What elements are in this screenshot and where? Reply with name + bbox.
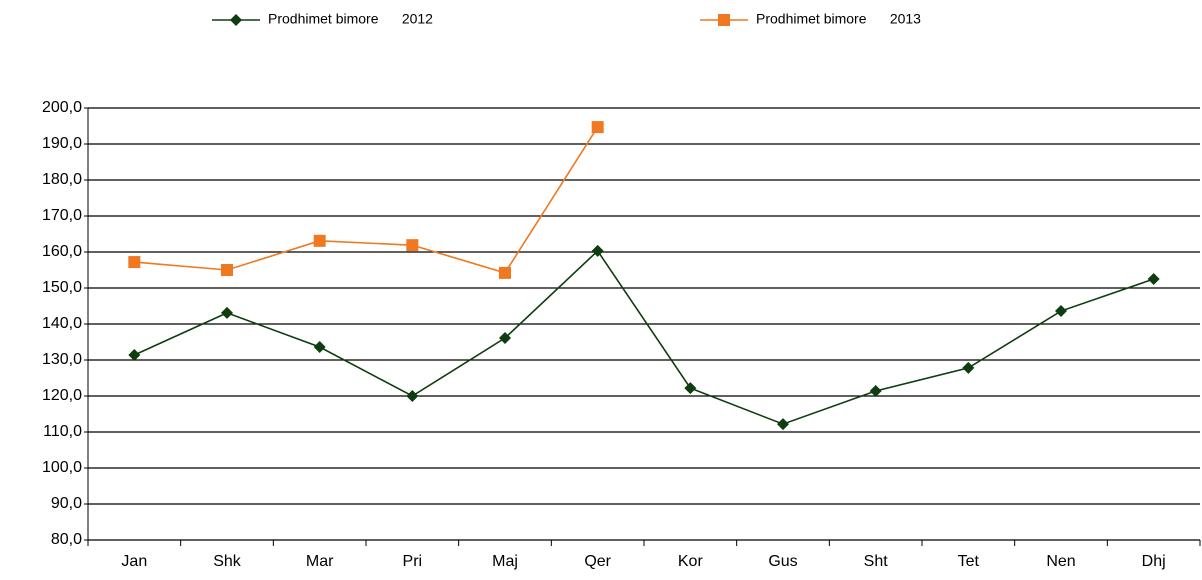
point — [591, 244, 604, 257]
point — [1147, 273, 1160, 285]
point — [499, 266, 511, 279]
y-tick-label: 150,0 — [42, 279, 82, 296]
point — [128, 256, 141, 269]
y-tick-label: 120,0 — [42, 387, 82, 404]
point — [406, 390, 419, 402]
y-tick-label: 80,0 — [51, 531, 82, 548]
point — [869, 384, 882, 397]
point — [313, 341, 326, 354]
x-tick-label: Gus — [768, 553, 797, 570]
y-tick-label: 190,0 — [42, 135, 82, 152]
point — [499, 332, 511, 345]
legend-label: Prodhimet bimore 2013 — [756, 11, 921, 27]
point — [313, 234, 326, 247]
x-tick-label: Sht — [864, 553, 889, 570]
x-tick-label: Shk — [213, 553, 242, 570]
point — [1055, 305, 1067, 318]
y-tick-label: 170,0 — [42, 207, 82, 224]
y-tick-label: 160,0 — [42, 243, 82, 260]
point — [591, 121, 604, 134]
series-line — [134, 249, 1154, 425]
y-tick-label: 110,0 — [43, 423, 82, 440]
point — [962, 361, 975, 374]
legend-marker — [718, 14, 730, 26]
x-tick-label: Jan — [121, 553, 147, 570]
point — [406, 239, 419, 252]
x-tick-label: Tet — [958, 553, 980, 570]
y-tick-label: 130,0 — [42, 351, 82, 368]
point — [777, 418, 789, 431]
y-tick-label: 100,0 — [42, 459, 82, 476]
x-tick-label: Kor — [678, 553, 704, 570]
y-tick-label: 180,0 — [42, 171, 82, 188]
series-line — [134, 126, 599, 274]
y-tick-label: 200,0 — [42, 99, 82, 116]
point — [221, 264, 233, 276]
y-tick-label: 90,0 — [51, 495, 82, 512]
point — [684, 382, 697, 395]
x-tick-label: Qer — [584, 553, 611, 570]
point — [221, 306, 233, 319]
x-tick-label: Nen — [1046, 553, 1075, 570]
point — [128, 348, 141, 361]
x-tick-label: Pri — [403, 553, 423, 570]
legend-marker — [230, 14, 242, 26]
legend-label: Prodhimet bimore 2012 — [268, 11, 433, 27]
x-tick-label: Dhj — [1142, 553, 1166, 570]
y-tick-label: 140,0 — [42, 315, 82, 332]
x-tick-label: Mar — [306, 553, 334, 570]
x-tick-label: Maj — [492, 553, 518, 570]
